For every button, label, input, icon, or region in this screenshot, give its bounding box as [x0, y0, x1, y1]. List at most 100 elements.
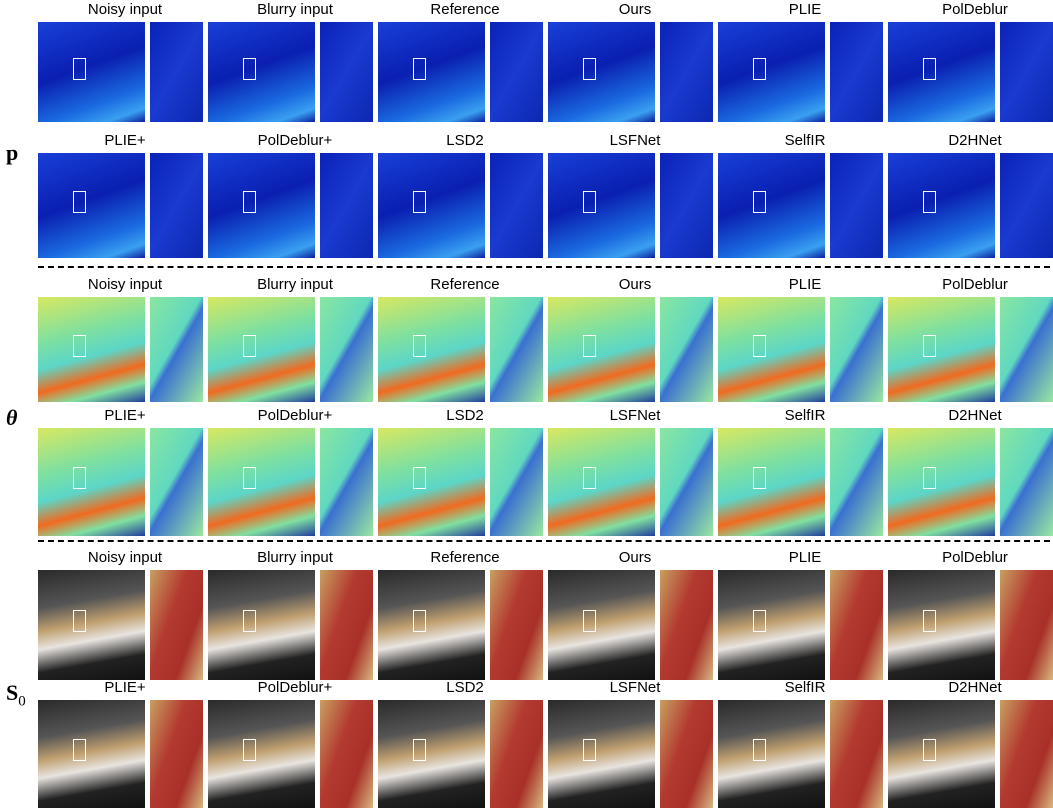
- result-image: [718, 428, 825, 536]
- result-image: [38, 22, 145, 122]
- zoom-box: [73, 739, 86, 761]
- zoom-crop: [660, 570, 713, 680]
- zoom-box: [923, 335, 936, 357]
- zoom-crop: [320, 153, 373, 258]
- result-image: [378, 700, 485, 808]
- method-caption: Ours: [550, 549, 720, 566]
- zoom-box: [753, 191, 766, 213]
- result-image: [378, 428, 485, 536]
- method-caption: LSFNet: [550, 407, 720, 424]
- zoom-crop: [320, 297, 373, 402]
- result-image: [548, 22, 655, 122]
- zoom-box: [583, 191, 596, 213]
- result-image: [718, 153, 825, 258]
- result-image: [718, 22, 825, 122]
- zoom-crop: [1000, 428, 1053, 536]
- zoom-box: [923, 610, 936, 632]
- method-caption: PLIE+: [40, 132, 210, 149]
- result-image: [548, 570, 655, 680]
- zoom-crop: [660, 153, 713, 258]
- zoom-box: [413, 58, 426, 80]
- zoom-box: [923, 58, 936, 80]
- result-image: [378, 297, 485, 402]
- zoom-box: [583, 610, 596, 632]
- method-caption: PolDeblur: [890, 549, 1053, 566]
- method-caption: Reference: [380, 1, 550, 18]
- zoom-crop: [1000, 22, 1053, 122]
- result-image: [208, 22, 315, 122]
- zoom-box: [243, 739, 256, 761]
- zoom-crop: [830, 700, 883, 808]
- row-label: p: [6, 140, 18, 166]
- zoom-crop: [830, 153, 883, 258]
- zoom-box: [413, 739, 426, 761]
- zoom-crop: [490, 700, 543, 808]
- result-image: [208, 700, 315, 808]
- method-caption: Reference: [380, 549, 550, 566]
- zoom-box: [753, 58, 766, 80]
- method-caption: D2HNet: [890, 679, 1053, 696]
- method-caption: Blurry input: [210, 276, 380, 293]
- zoom-box: [413, 467, 426, 489]
- zoom-box: [753, 739, 766, 761]
- zoom-crop: [660, 700, 713, 808]
- zoom-box: [583, 58, 596, 80]
- result-image: [208, 153, 315, 258]
- result-image: [208, 570, 315, 680]
- method-caption: PolDeblur+: [210, 407, 380, 424]
- method-caption: LSFNet: [550, 679, 720, 696]
- subscript: 0: [18, 693, 26, 709]
- zoom-box: [753, 610, 766, 632]
- zoom-crop: [150, 22, 203, 122]
- result-image: [208, 297, 315, 402]
- result-image: [888, 153, 995, 258]
- method-caption: SelfIR: [720, 407, 890, 424]
- row-label: θ: [6, 405, 17, 431]
- method-caption: Noisy input: [40, 549, 210, 566]
- result-image: [548, 153, 655, 258]
- zoom-crop: [150, 428, 203, 536]
- method-caption: Blurry input: [210, 549, 380, 566]
- zoom-box: [243, 467, 256, 489]
- method-caption: PLIE: [720, 549, 890, 566]
- zoom-box: [73, 610, 86, 632]
- zoom-crop: [660, 428, 713, 536]
- method-caption: D2HNet: [890, 407, 1053, 424]
- method-caption: PLIE+: [40, 679, 210, 696]
- result-image: [718, 700, 825, 808]
- zoom-crop: [1000, 297, 1053, 402]
- zoom-box: [583, 739, 596, 761]
- method-caption: PolDeblur: [890, 276, 1053, 293]
- method-caption: PLIE: [720, 1, 890, 18]
- method-caption: Ours: [550, 1, 720, 18]
- method-caption: Noisy input: [40, 276, 210, 293]
- zoom-box: [73, 58, 86, 80]
- zoom-crop: [490, 297, 543, 402]
- result-image: [208, 428, 315, 536]
- result-image: [888, 22, 995, 122]
- zoom-box: [583, 467, 596, 489]
- zoom-box: [413, 191, 426, 213]
- zoom-crop: [660, 22, 713, 122]
- zoom-box: [73, 467, 86, 489]
- zoom-crop: [830, 297, 883, 402]
- result-image: [888, 428, 995, 536]
- result-image: [718, 297, 825, 402]
- method-caption: LSFNet: [550, 132, 720, 149]
- result-image: [718, 570, 825, 680]
- zoom-crop: [320, 570, 373, 680]
- method-caption: SelfIR: [720, 132, 890, 149]
- result-image: [38, 570, 145, 680]
- zoom-box: [243, 191, 256, 213]
- zoom-crop: [830, 428, 883, 536]
- result-image: [38, 700, 145, 808]
- method-caption: LSD2: [380, 132, 550, 149]
- zoom-box: [923, 739, 936, 761]
- method-caption: PolDeblur: [890, 1, 1053, 18]
- result-image: [888, 700, 995, 808]
- zoom-box: [73, 335, 86, 357]
- zoom-box: [243, 58, 256, 80]
- zoom-box: [923, 191, 936, 213]
- method-caption: LSD2: [380, 679, 550, 696]
- method-caption: LSD2: [380, 407, 550, 424]
